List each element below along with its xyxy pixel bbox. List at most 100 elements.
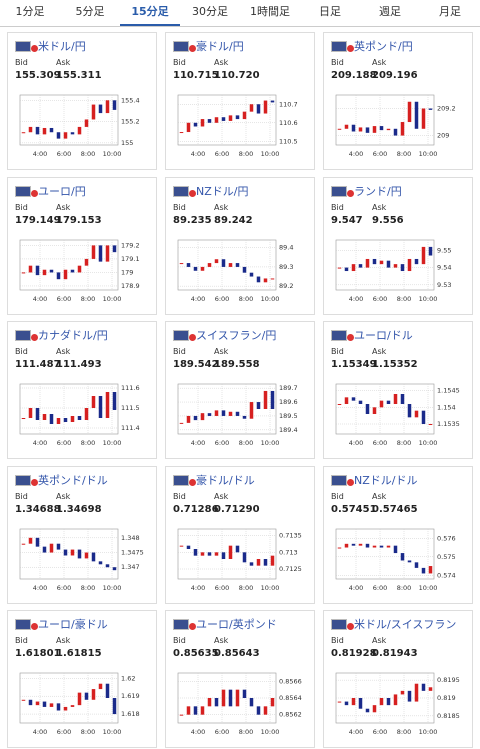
candle bbox=[256, 706, 261, 715]
rate-card[interactable]: NZドル/円 Bid Ask 89.235 89.242 89.2 89.3 89.4 4:00… bbox=[165, 176, 315, 315]
candle bbox=[228, 689, 233, 707]
candle bbox=[21, 271, 26, 273]
pair-title: カナダドル/円 bbox=[38, 329, 108, 342]
candle bbox=[105, 392, 110, 418]
candle bbox=[179, 714, 184, 716]
candle bbox=[84, 408, 89, 420]
candle bbox=[200, 706, 205, 715]
rate-card[interactable]: 豪ドル/ドル Bid Ask 0.71286 0.71290 0.7125 0.713 0.7… bbox=[165, 465, 315, 604]
candle bbox=[98, 560, 103, 564]
y-tick-label: 89.2 bbox=[279, 282, 293, 290]
candle bbox=[28, 408, 33, 418]
candle bbox=[77, 265, 82, 272]
tab[interactable]: 週足 bbox=[379, 5, 401, 18]
ask-value: 1.15352 bbox=[372, 359, 418, 370]
rate-card[interactable]: 豪ドル/円 Bid Ask 110.715 110.720 110.5 110.6 110.7… bbox=[165, 32, 315, 170]
flag-icon bbox=[347, 189, 354, 197]
candle bbox=[249, 561, 254, 566]
x-tick-label: 4:00 bbox=[349, 439, 364, 447]
bid-label: Bid bbox=[173, 491, 186, 501]
bid-label: Bid bbox=[331, 491, 344, 501]
rate-card[interactable]: 英ポンド/円 Bid Ask 209.188 209.196 209 209.2 4:00 6:… bbox=[323, 32, 473, 170]
rate-card[interactable]: 米ドル/円 Bid Ask 155.309 155.311 155 155.2 155.4 4:… bbox=[7, 32, 157, 170]
tab[interactable]: 1分足 bbox=[15, 5, 45, 18]
x-tick-label: 6:00 bbox=[373, 439, 388, 447]
candle bbox=[42, 414, 47, 420]
x-tick-label: 10:00 bbox=[103, 728, 122, 736]
y-tick-label: 0.7135 bbox=[279, 531, 302, 539]
x-tick-label: 6:00 bbox=[373, 150, 388, 158]
tab[interactable]: 5分足 bbox=[75, 5, 105, 18]
candle bbox=[98, 104, 103, 114]
candle bbox=[414, 683, 419, 702]
candle bbox=[91, 244, 96, 259]
candle bbox=[414, 258, 419, 264]
x-tick-label: 10:00 bbox=[103, 150, 122, 158]
ask-value: 189.558 bbox=[214, 359, 260, 370]
candle bbox=[49, 269, 54, 272]
rate-card[interactable]: ユーロ/英ポンド Bid Ask 0.85635 0.85643 0.8562 0.8564… bbox=[165, 610, 315, 748]
x-tick-label: 10:00 bbox=[103, 439, 122, 447]
candle bbox=[428, 246, 433, 256]
candle bbox=[256, 104, 261, 114]
rate-card[interactable]: カナダドル/円 Bid Ask 111.487 111.493 111.4 111.5 111… bbox=[7, 321, 157, 459]
candle bbox=[365, 708, 370, 713]
mini-chart: 111.4 111.5 111.6 4:00 6:00 8:00 10:00 bbox=[19, 383, 140, 447]
rate-card[interactable]: スイスフラン/円 Bid Ask 189.542 189.558 189.4 189.5 18… bbox=[165, 321, 315, 459]
x-tick-label: 6:00 bbox=[373, 728, 388, 736]
candle bbox=[193, 122, 198, 127]
candle bbox=[249, 272, 254, 277]
mini-chart: 209 209.2 4:00 6:00 8:00 10:00 bbox=[335, 94, 456, 158]
pair-title: NZドル/ドル bbox=[354, 473, 418, 487]
rate-card[interactable]: ユーロ/豪ドル Bid Ask 1.61801 1.61815 1.618 1.619 1.6… bbox=[7, 610, 157, 748]
flag-icon bbox=[331, 619, 354, 630]
x-tick-label: 6:00 bbox=[57, 439, 72, 447]
y-tick-label: 155.4 bbox=[121, 96, 140, 104]
candle bbox=[270, 277, 275, 279]
x-tick-label: 10:00 bbox=[103, 295, 122, 303]
flag-icon bbox=[15, 474, 38, 486]
rate-card[interactable]: 英ポンド/ドル Bid Ask 1.34688 1.34698 1.347 1.3475 1.… bbox=[7, 465, 157, 604]
flag-icon bbox=[347, 623, 354, 630]
bid-label: Bid bbox=[15, 58, 28, 67]
rate-card[interactable]: ランド/円 Bid Ask 9.547 9.556 9.53 9.54 9.55 4:00 6:0… bbox=[323, 176, 473, 315]
tab[interactable]: 30分足 bbox=[192, 5, 228, 18]
candle bbox=[221, 551, 226, 559]
candle bbox=[221, 258, 226, 267]
rate-card[interactable]: NZドル/ドル Bid Ask 0.57451 0.57465 0.574 0.575 0.5… bbox=[323, 465, 473, 604]
tab[interactable]: 15分足 bbox=[120, 0, 180, 26]
bid-value: 179.149 bbox=[15, 214, 61, 226]
candle bbox=[337, 404, 342, 405]
candle bbox=[56, 132, 61, 139]
y-tick-label: 155.2 bbox=[121, 118, 140, 126]
candle bbox=[186, 706, 191, 715]
candle bbox=[372, 407, 377, 414]
ask-label: Ask bbox=[214, 636, 229, 645]
rate-card[interactable]: ユーロ/ドル Bid Ask 1.15349 1.15352 1.1535 1.154 1.1… bbox=[323, 321, 473, 459]
ask-label: Ask bbox=[56, 636, 71, 645]
candle bbox=[35, 408, 40, 420]
x-tick-label: 8:00 bbox=[239, 728, 254, 736]
x-tick-label: 10:00 bbox=[419, 728, 438, 736]
rate-card[interactable]: ユーロ/円 Bid Ask 179.149 179.153 178.9 179 179.1 17… bbox=[7, 176, 157, 315]
tab[interactable]: 1時間足 bbox=[250, 5, 290, 18]
y-tick-label: 1.1545 bbox=[437, 387, 460, 395]
x-tick-label: 6:00 bbox=[57, 584, 72, 592]
candle bbox=[77, 692, 82, 706]
candle bbox=[379, 400, 384, 408]
candle bbox=[56, 271, 61, 279]
tab[interactable]: 日足 bbox=[319, 5, 341, 18]
rate-card[interactable]: 米ドル/スイスフラン Bid Ask 0.81928 0.81943 0.8185 0.81… bbox=[323, 610, 473, 748]
candle bbox=[344, 701, 349, 706]
candle bbox=[358, 400, 363, 404]
plot-frame bbox=[335, 239, 435, 290]
ask-label: Ask bbox=[56, 202, 71, 212]
x-tick-label: 4:00 bbox=[33, 584, 48, 592]
bid-label: Bid bbox=[15, 202, 28, 212]
tab[interactable]: 月足 bbox=[439, 5, 461, 18]
y-tick-label: 9.54 bbox=[437, 263, 451, 271]
candle bbox=[207, 413, 212, 416]
x-tick-label: 4:00 bbox=[33, 295, 48, 303]
candle bbox=[242, 111, 247, 120]
